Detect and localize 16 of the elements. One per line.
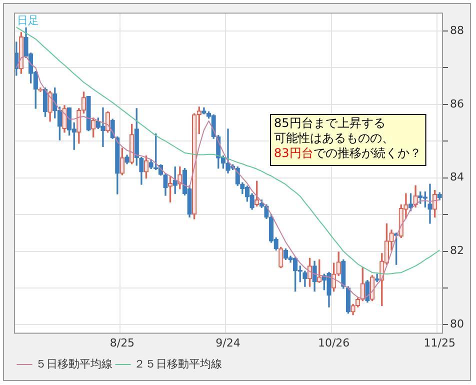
x-tick-label: 11/25 bbox=[424, 336, 456, 350]
x-tick-label: 10/26 bbox=[318, 336, 350, 350]
annotation: 可能性はあるものの、 bbox=[274, 131, 394, 146]
x-tick-label: 8/25 bbox=[110, 336, 135, 350]
y-tick-label: 80 bbox=[450, 318, 464, 331]
legend-label: ２５日移動平均線 bbox=[134, 357, 222, 370]
annotation: 日足 bbox=[17, 14, 39, 27]
y-tick-label: 82 bbox=[450, 244, 464, 258]
y-tick-label: 84 bbox=[450, 170, 464, 184]
y-tick-label: 88 bbox=[450, 24, 464, 37]
legend-label: ５日移動平均線 bbox=[36, 357, 112, 370]
annotation: 85円台まで上昇する bbox=[274, 116, 386, 130]
x-tick-label: 9/24 bbox=[216, 336, 240, 350]
annotation: 83円台 bbox=[274, 146, 314, 160]
annotation: での推移が続くか？ bbox=[313, 146, 422, 160]
y-tick-label: 86 bbox=[450, 97, 464, 110]
